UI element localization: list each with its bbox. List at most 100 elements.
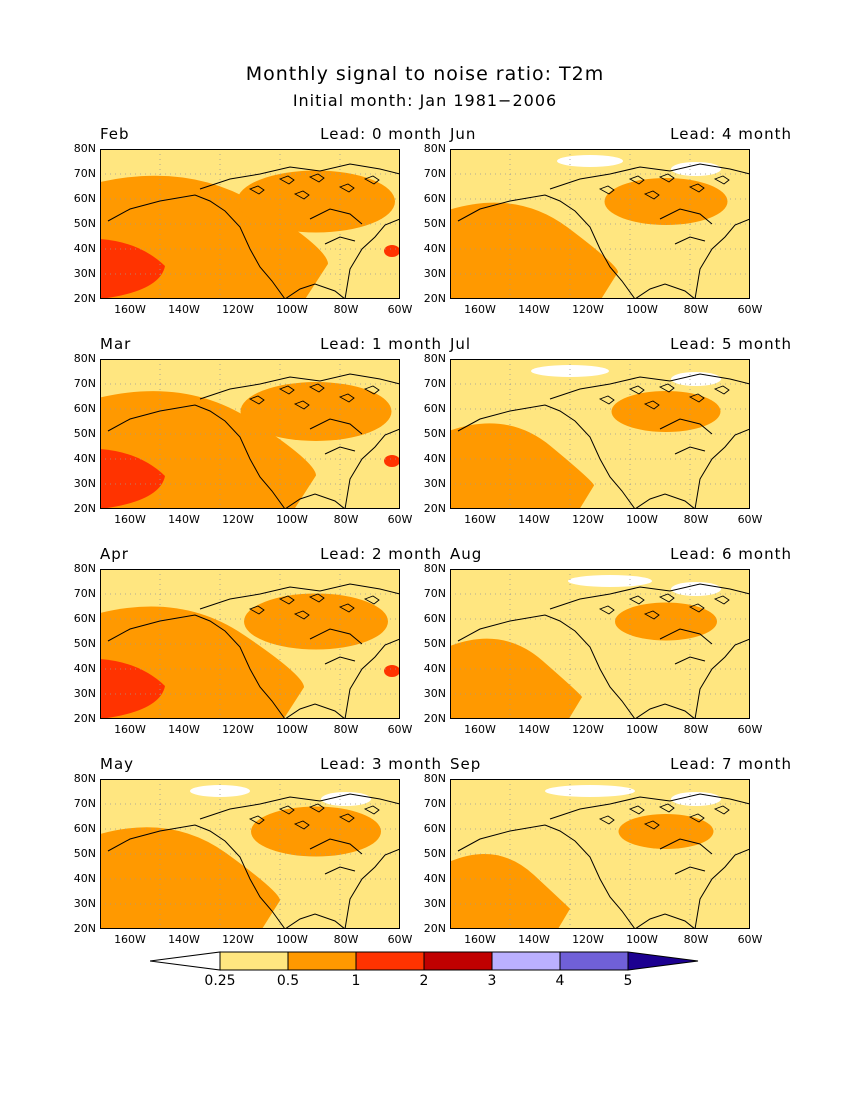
field-mid [450,202,618,299]
coastline [278,175,295,185]
coastline [363,805,380,815]
lat-label: 60N [423,822,446,835]
lon-label: 80W [683,513,709,526]
coastline [688,393,705,403]
lon-label: 160W [464,723,496,736]
lat-label: 40N [423,242,446,255]
map-frame [450,779,750,929]
lon-label: 120W [572,933,604,946]
colorbar-segment [219,951,289,971]
coastline [293,820,310,830]
coastline [293,610,310,620]
colorbar-label: 0.25 [204,973,236,989]
coastline [278,385,295,395]
coastline [363,595,380,605]
lon-label: 140W [518,723,550,736]
lat-label: 80N [73,352,96,365]
coastline [643,190,660,200]
panel-month-label: Apr [100,545,129,563]
lon-label: 160W [464,303,496,316]
colorbar [150,951,699,971]
field-none [531,365,609,377]
lon-label: 100W [626,513,658,526]
lat-label: 60N [73,822,96,835]
lat-label: 50N [423,217,446,230]
colorbar-segment [287,951,357,971]
colorbar-label: 5 [623,973,633,989]
coastline [457,583,750,719]
lat-label: 60N [423,402,446,415]
lon-label: 140W [518,303,550,316]
coastline [107,373,400,509]
lat-label: 50N [423,847,446,860]
panel-lead-label: Lead: 4 month [670,125,792,143]
lat-label: 30N [423,267,446,280]
map-plot [450,359,750,509]
lat-label: 50N [73,847,96,860]
panel-lead-label: Lead: 1 month [320,335,442,353]
field-none [557,155,623,167]
lon-label: 80W [333,723,359,736]
coastline [713,175,730,185]
coastline [363,175,380,185]
field-mid [450,638,582,719]
map-frame [450,569,750,719]
map-panel-sep: Sep Lead: 7 month 80N 70N 60N 50N 40N 30N 20N 160… [400,755,800,972]
lat-label: 40N [73,872,96,885]
lon-label: 140W [168,933,200,946]
map-frame [100,359,400,509]
lon-label: 60W [387,303,413,316]
coastline [457,793,750,929]
field-none [190,785,250,797]
lat-label: 70N [73,167,96,180]
coastline [713,385,730,395]
lon-label: 100W [626,723,658,736]
coastline [688,183,705,193]
map-plot [100,779,400,929]
map-plot [100,359,400,509]
colorbar-segment [491,951,561,971]
panel-month-label: Jun [450,125,477,143]
lon-label: 60W [387,513,413,526]
lat-label: 40N [423,872,446,885]
lon-label: 100W [276,513,308,526]
lat-label: 50N [73,427,96,440]
page-title: Monthly signal to noise ratio: T2m [245,63,605,85]
lat-label: 40N [423,662,446,675]
map-plot [450,149,750,299]
coastline [248,815,265,825]
coastline [248,395,265,405]
coastline [658,173,675,183]
lat-label: 20N [73,502,96,515]
lat-label: 30N [423,897,446,910]
field-mid [240,382,392,441]
coastline [107,163,400,299]
map-frame [450,149,750,299]
colorbar-segment [355,951,425,971]
field-mid [100,827,280,929]
lat-label: 50N [73,637,96,650]
field-mid [618,814,714,849]
coastline [308,383,325,393]
field-high [100,659,165,719]
lat-label: 80N [423,352,446,365]
coastline [688,813,705,823]
lat-label: 20N [73,292,96,305]
lat-label: 70N [73,587,96,600]
lon-label: 100W [626,303,658,316]
map-plot [450,569,750,719]
panel-lead-label: Lead: 0 month [320,125,442,143]
map-frame [100,569,400,719]
lon-label: 160W [464,933,496,946]
coastline [628,385,645,395]
coastline [278,595,295,605]
colorbar-segment [559,951,629,971]
colorbar-label: 3 [487,973,497,989]
lat-label: 40N [423,452,446,465]
lat-label: 70N [73,797,96,810]
map-plot [100,149,400,299]
lon-label: 160W [114,933,146,946]
field-mid [251,806,381,857]
lon-label: 160W [114,513,146,526]
coastline [598,395,615,405]
